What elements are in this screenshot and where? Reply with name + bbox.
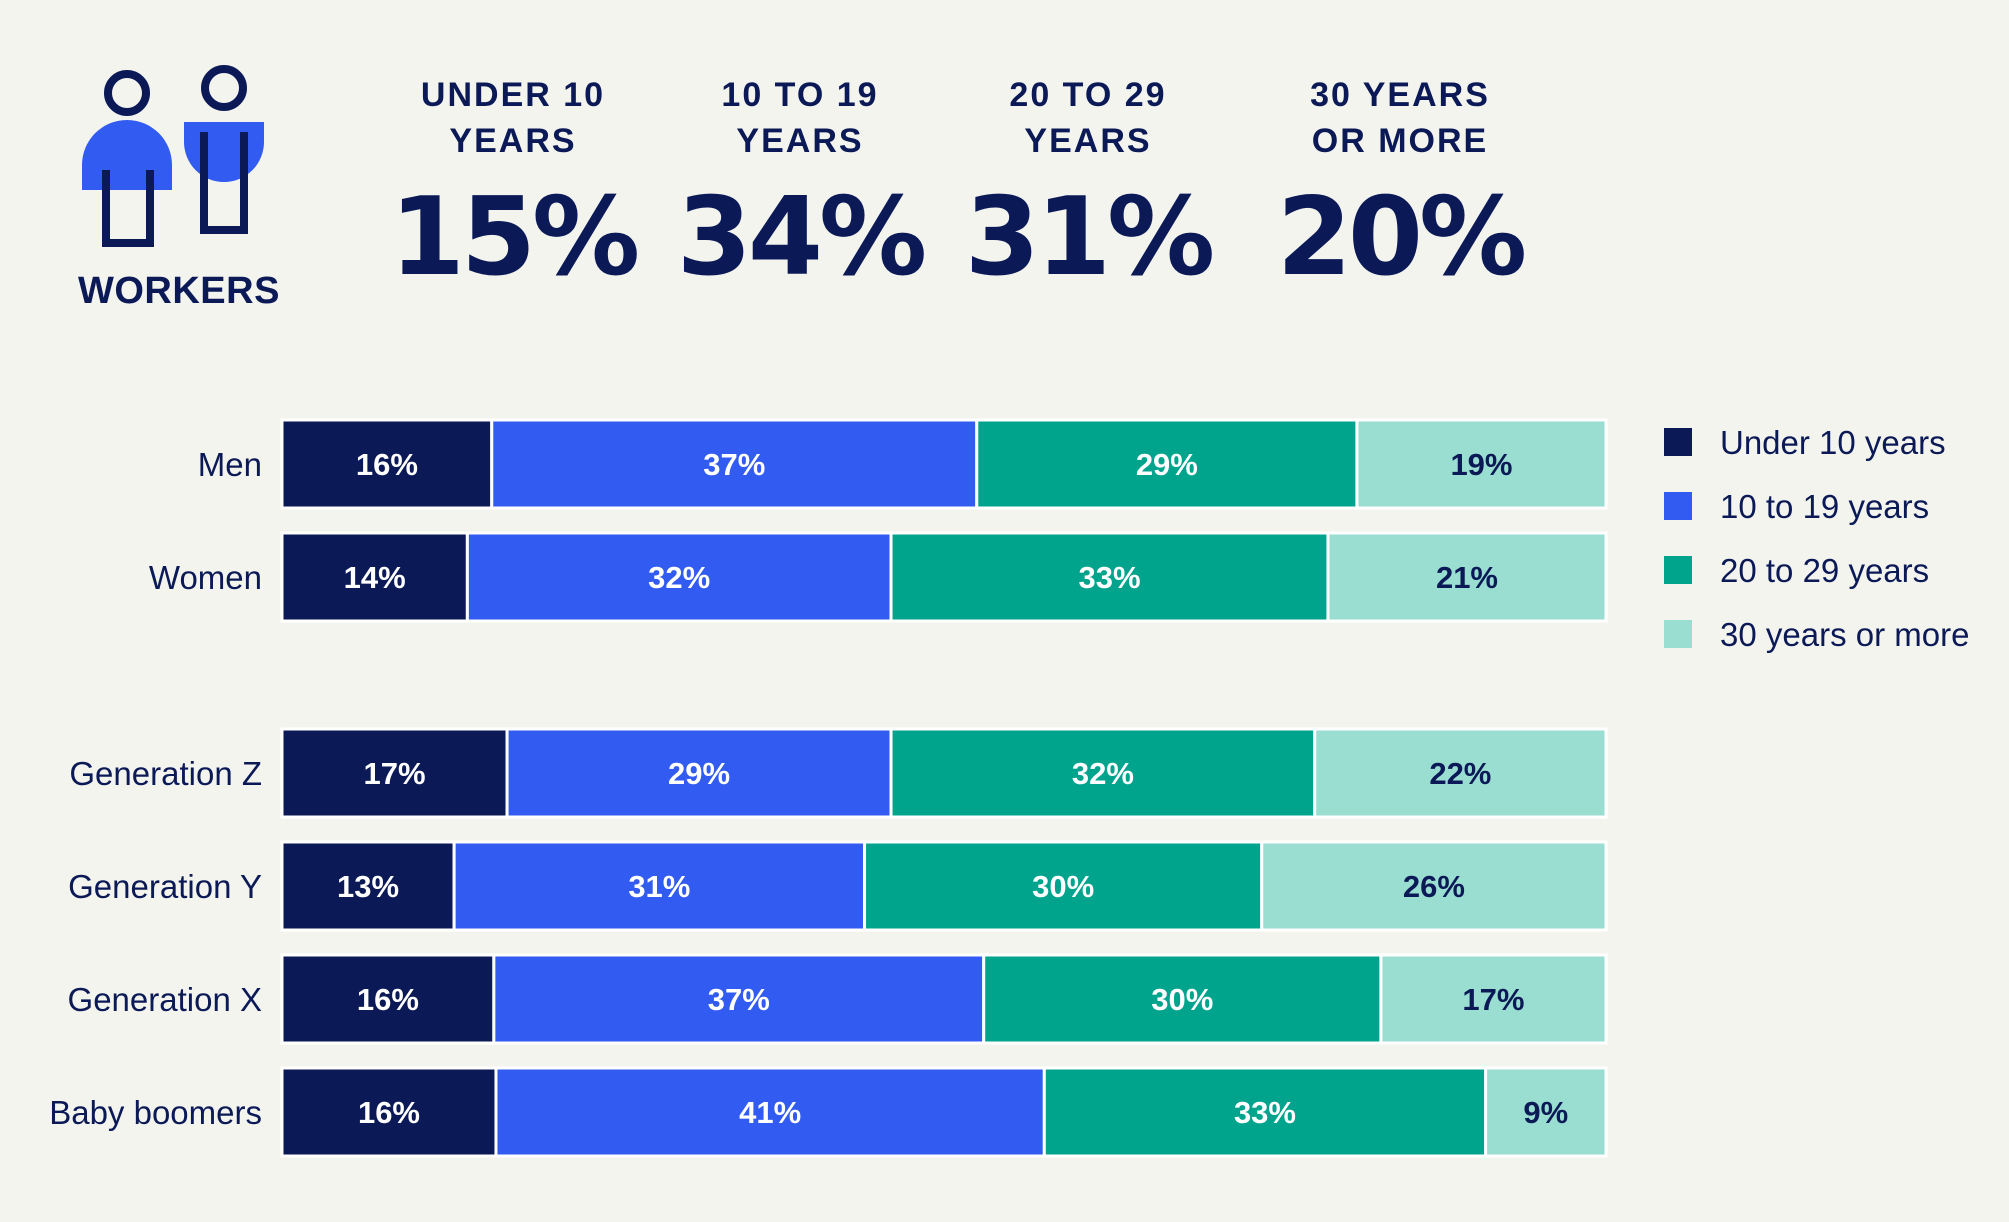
bar-value-label: 32% — [648, 560, 710, 595]
category-label: Generation Z — [69, 755, 262, 792]
legend-label: 10 to 19 years — [1720, 488, 1930, 525]
bar-segment — [280, 418, 494, 510]
legend-swatch — [1664, 492, 1692, 520]
bar-value-label: 21% — [1436, 560, 1498, 595]
legend-item-under-10: Under 10 years — [1662, 420, 1982, 484]
bar-value-label: 19% — [1450, 447, 1512, 482]
bar-value-label: 31% — [628, 869, 690, 904]
bar-value-label: 17% — [364, 756, 426, 791]
bar-value-label: 22% — [1429, 756, 1491, 791]
bar-segment — [452, 840, 867, 932]
bar-segment — [1484, 1066, 1608, 1158]
legend-swatch — [1664, 620, 1692, 648]
bar-value-label: 29% — [1136, 447, 1198, 482]
bar-segment — [1355, 418, 1608, 510]
legend-item-30-plus: 30 years or more — [1662, 612, 1982, 676]
stat-label: 30 YEARS OR MORE — [1310, 76, 1490, 160]
bar-value-label: 16% — [358, 1095, 420, 1130]
stat-20-to-29: 20 TO 29 YEARS 31% — [938, 72, 1238, 298]
bar-value-label: 30% — [1032, 869, 1094, 904]
category-label: Generation Y — [68, 868, 262, 905]
stat-10-to-19: 10 TO 19 YEARS 34% — [650, 72, 950, 298]
bar-value-label: 16% — [356, 447, 418, 482]
bar-segment — [1326, 531, 1608, 623]
legend-label: 30 years or more — [1720, 616, 1970, 653]
category-label: Men — [198, 446, 262, 483]
man-icon — [82, 70, 172, 247]
legend-swatch — [1664, 556, 1692, 584]
legend-label: Under 10 years — [1720, 424, 1946, 461]
stat-label: 20 TO 29 YEARS — [1009, 76, 1167, 160]
bar-value-label: 16% — [357, 982, 419, 1017]
bar-value-label: 13% — [337, 869, 399, 904]
bar-value-label: 30% — [1151, 982, 1213, 1017]
bar-value-label: 37% — [708, 982, 770, 1017]
workers-icon-group — [72, 60, 282, 320]
stat-value: 31% — [964, 175, 1216, 300]
bar-value-label: 26% — [1403, 869, 1465, 904]
bar-segment — [1313, 727, 1608, 819]
bar-segment — [490, 418, 979, 510]
workers-label: WORKERS — [78, 270, 280, 312]
stat-label: UNDER 10 YEARS — [420, 76, 606, 160]
bar-value-label: 32% — [1072, 756, 1134, 791]
bar-segment — [505, 727, 893, 819]
category-label: Women — [149, 559, 262, 596]
bar-value-label: 37% — [703, 447, 765, 482]
bar-segment — [280, 1066, 498, 1158]
woman-icon — [184, 65, 264, 234]
bar-segment — [280, 727, 509, 819]
bar-segment — [280, 953, 496, 1045]
legend: Under 10 years 10 to 19 years 20 to 29 y… — [1662, 420, 1982, 676]
bar-segment — [494, 1066, 1046, 1158]
category-label: Generation X — [68, 981, 262, 1018]
stat-value: 15% — [389, 175, 641, 300]
stat-label: 10 TO 19 YEARS — [721, 76, 879, 160]
bar-value-label: 41% — [739, 1095, 801, 1130]
category-label: Baby boomers — [49, 1094, 262, 1131]
legend-item-10-to-19: 10 to 19 years — [1662, 484, 1982, 548]
stat-value: 20% — [1276, 175, 1528, 300]
legend-label: 20 to 29 years — [1720, 552, 1930, 589]
bar-segment — [1260, 840, 1608, 932]
bar-segment — [1042, 1066, 1488, 1158]
bar-segment — [465, 531, 893, 623]
legend-swatch — [1664, 428, 1692, 456]
bar-value-label: 33% — [1234, 1095, 1296, 1130]
bar-segment — [889, 727, 1317, 819]
bar-value-label: 29% — [668, 756, 730, 791]
legend-item-20-to-29: 20 to 29 years — [1662, 548, 1982, 612]
bar-value-label: 14% — [344, 560, 406, 595]
bar-segment — [280, 531, 469, 623]
bar-value-label: 17% — [1462, 982, 1524, 1017]
stat-value: 34% — [676, 175, 928, 300]
stat-under-10: UNDER 10 YEARS 15% — [363, 72, 663, 298]
bar-segment — [280, 840, 456, 932]
bar-value-label: 33% — [1078, 560, 1140, 595]
bar-segment — [492, 953, 986, 1045]
bar-value-label: 9% — [1523, 1095, 1568, 1130]
workers-icon — [82, 65, 264, 247]
bar-segment — [1379, 953, 1608, 1045]
stat-30-plus: 30 YEARS OR MORE 20% — [1250, 72, 1550, 298]
